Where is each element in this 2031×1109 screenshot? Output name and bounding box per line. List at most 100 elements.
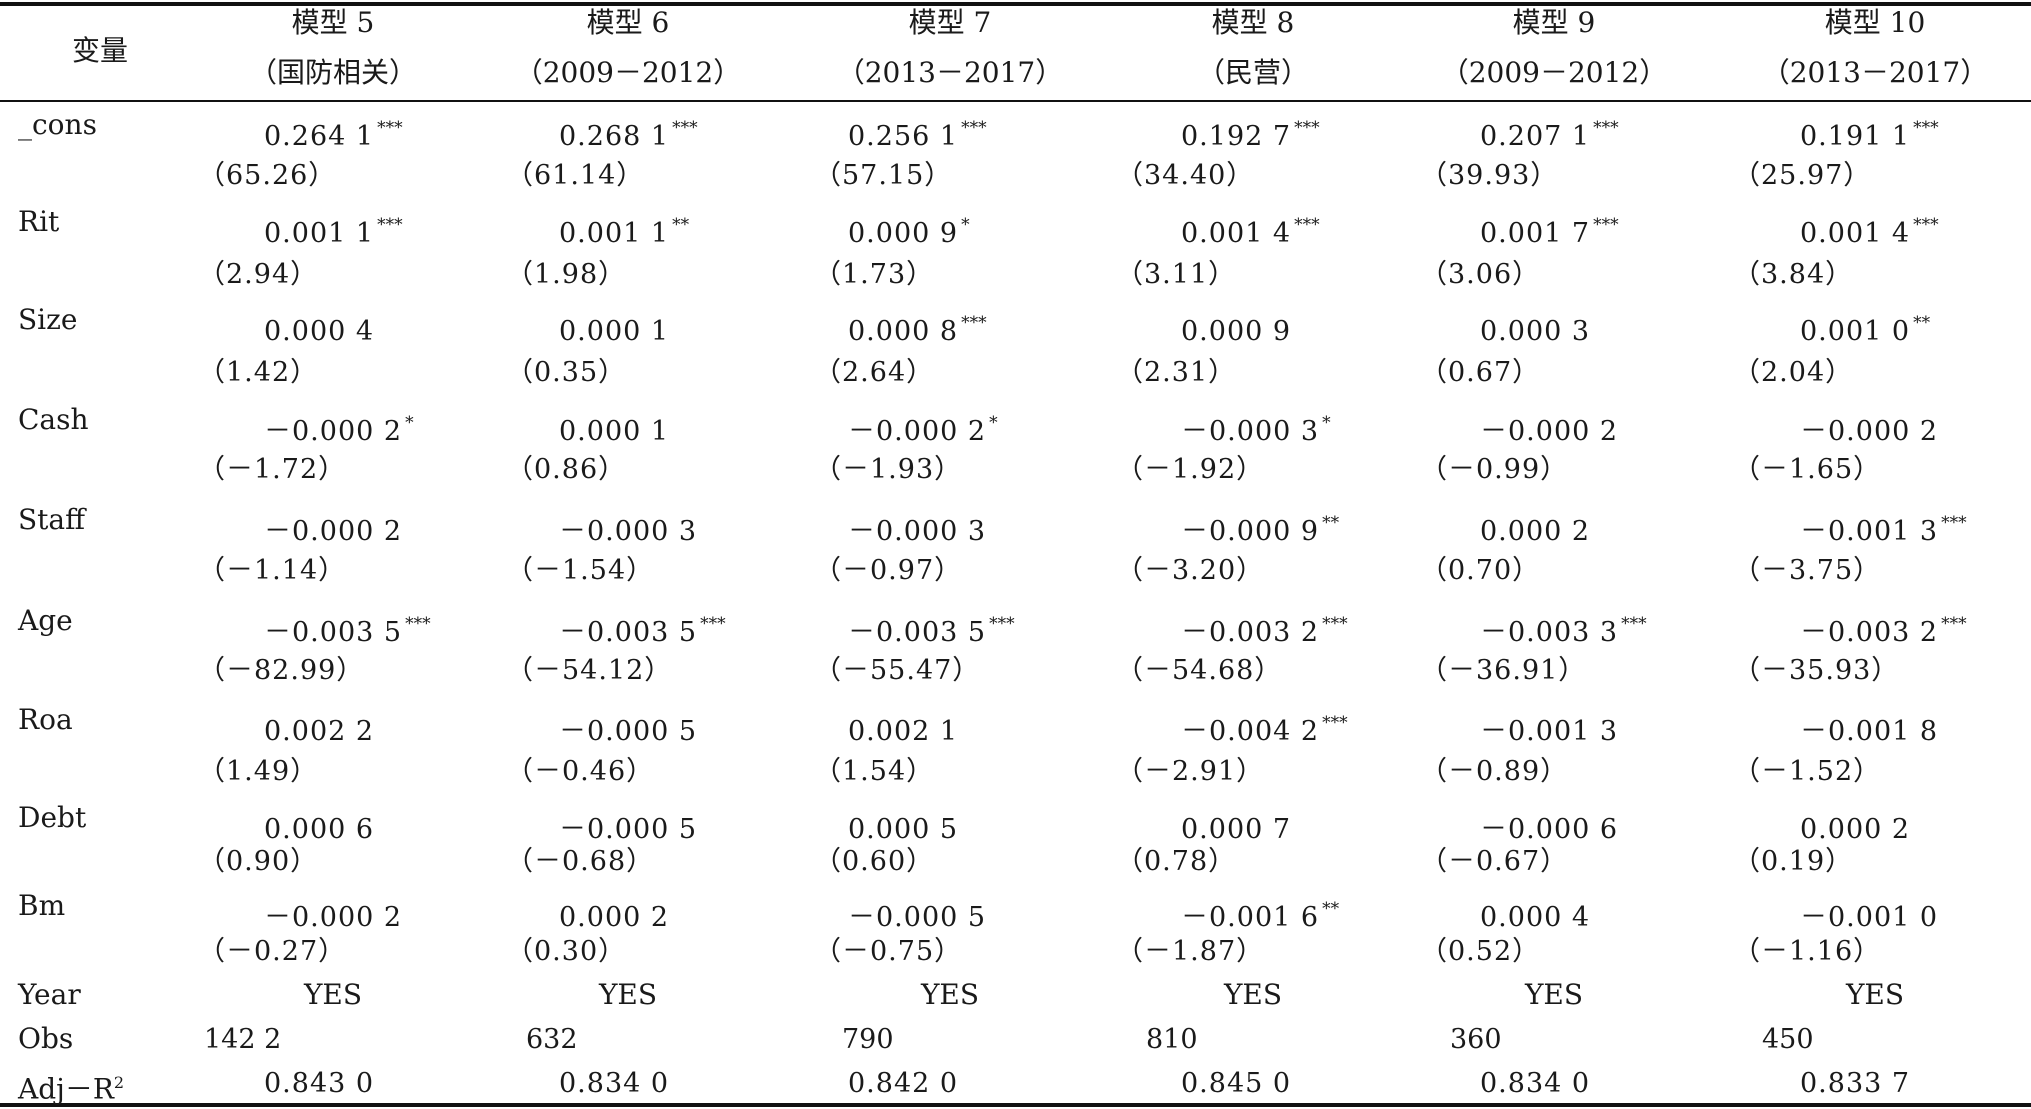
table-top-rule <box>0 2 2031 6</box>
significance-stars: * <box>961 215 970 235</box>
coefficient-value: －0.000 5 <box>559 814 698 845</box>
t-statistic-cell: （0.30） <box>506 936 627 967</box>
coefficient-cell: 0.000 6 <box>264 805 377 846</box>
coefficient-cell: －0.000 2 <box>264 507 405 548</box>
significance-stars: ** <box>672 215 690 235</box>
coefficient-value: －0.003 5 <box>559 617 698 648</box>
table-bottom-rule <box>0 1103 2031 1107</box>
coefficient-value: －0.000 3 <box>1181 416 1320 447</box>
column-subtitle: （2009－2012） <box>514 56 742 89</box>
row-variable-name: Bm <box>18 889 66 922</box>
t-statistic-cell: （－1.92） <box>1116 454 1265 485</box>
coefficient-value: 0.000 2 <box>1480 516 1591 547</box>
coefficient-value: －0.000 2 <box>264 902 403 933</box>
adjusted-r-squared-cell: 0.833 7 <box>1800 1068 1911 1099</box>
row-variable-name: Rit <box>18 205 60 238</box>
row-variable-name: Adj－R2 <box>18 1066 124 1106</box>
coefficient-cell: 0.256 1 *** <box>848 112 987 153</box>
coefficient-value: －0.000 2 <box>264 516 403 547</box>
coefficient-cell: －0.000 2 * <box>264 407 414 448</box>
coefficient-value: －0.000 3 <box>848 516 987 547</box>
coefficient-cell: －0.004 2 *** <box>1181 707 1348 748</box>
coefficient-cell: －0.003 2 *** <box>1800 608 1967 649</box>
variable-header: 变量 <box>71 34 129 67</box>
row-variable-name: _cons <box>18 108 97 141</box>
coefficient-value: 0.000 2 <box>1800 814 1911 845</box>
column-subtitle: （国防相关） <box>248 56 418 89</box>
t-statistic-cell: （－82.99） <box>198 655 365 686</box>
row-variable-name: Year <box>18 978 81 1011</box>
coefficient-value: 0.001 0 <box>1800 316 1911 347</box>
coefficient-cell: －0.000 9 ** <box>1181 507 1339 548</box>
coefficient-cell: －0.003 2 *** <box>1181 608 1348 649</box>
coefficient-cell: 0.192 7 *** <box>1181 112 1320 153</box>
t-statistic-cell: （－0.46） <box>506 756 655 787</box>
row-variable-name: Debt <box>18 801 87 834</box>
t-statistic-cell: （－1.65） <box>1733 454 1882 485</box>
coefficient-cell: －0.000 3 <box>559 507 700 548</box>
coefficient-cell: －0.000 2 * <box>848 407 998 448</box>
t-statistic-cell: （1.54） <box>814 756 935 787</box>
t-statistic-cell: （－35.93） <box>1733 655 1900 686</box>
coefficient-value: －0.001 3 <box>1480 716 1619 747</box>
t-statistic-cell: （0.52） <box>1420 936 1541 967</box>
coefficient-cell: －0.001 3 *** <box>1800 507 1967 548</box>
coefficient-cell: 0.000 4 <box>1480 893 1593 934</box>
coefficient-cell: 0.000 7 <box>1181 805 1294 846</box>
t-statistic-cell: （－2.91） <box>1116 756 1265 787</box>
row-variable-name: Staff <box>18 503 86 536</box>
t-statistic-cell: （－36.91） <box>1420 655 1587 686</box>
coefficient-cell: 0.001 0 ** <box>1800 307 1930 348</box>
t-statistic-cell: （－0.75） <box>814 936 963 967</box>
t-statistic-cell: （0.67） <box>1420 357 1541 388</box>
significance-stars: *** <box>1913 215 1939 235</box>
coefficient-value: －0.003 5 <box>848 617 987 648</box>
t-statistic-cell: （25.97） <box>1733 160 1872 191</box>
significance-stars: *** <box>672 118 698 138</box>
adj-r-superscript: 2 <box>113 1073 125 1092</box>
coefficient-value: 0.001 7 <box>1480 218 1591 249</box>
t-statistic-cell: （－1.14） <box>198 555 347 586</box>
observations-cell: 790 <box>842 1024 894 1055</box>
t-statistic-cell: （－1.72） <box>198 454 347 485</box>
significance-stars: *** <box>961 118 987 138</box>
column-subtitle: （民营） <box>1196 56 1310 89</box>
coefficient-cell: 0.001 1 ** <box>559 209 689 250</box>
observations-cell: 360 <box>1450 1024 1502 1055</box>
significance-stars: *** <box>1593 118 1619 138</box>
coefficient-cell: －0.000 2 <box>1480 407 1621 448</box>
year-fixed-effect-cell: YES <box>1524 978 1584 1011</box>
significance-stars: ** <box>1913 313 1931 333</box>
year-fixed-effect-cell: YES <box>920 978 980 1011</box>
significance-stars: * <box>405 413 414 433</box>
coefficient-value: 0.000 2 <box>559 902 670 933</box>
coefficient-value: －0.003 2 <box>1800 617 1939 648</box>
coefficient-cell: 0.191 1 *** <box>1800 112 1939 153</box>
coefficient-cell: 0.000 2 <box>559 893 672 934</box>
significance-stars: *** <box>377 215 403 235</box>
coefficient-value: －0.001 8 <box>1800 716 1939 747</box>
coefficient-cell: 0.000 9 * <box>848 209 970 250</box>
t-statistic-cell: （1.49） <box>198 756 319 787</box>
column-title: 模型 5 <box>291 6 375 39</box>
significance-stars: *** <box>1941 513 1967 533</box>
t-statistic-cell: （34.40） <box>1116 160 1255 191</box>
coefficient-cell: －0.000 6 <box>1480 805 1621 846</box>
coefficient-cell: －0.003 5 *** <box>559 608 726 649</box>
t-statistic-cell: （3.11） <box>1116 259 1237 290</box>
significance-stars: *** <box>1294 118 1320 138</box>
column-subtitle: （2009－2012） <box>1440 56 1668 89</box>
t-statistic-cell: （－0.27） <box>198 936 347 967</box>
t-statistic-cell: （－0.68） <box>506 846 655 877</box>
coefficient-value: －0.000 5 <box>559 716 698 747</box>
coefficient-value: －0.000 5 <box>848 902 987 933</box>
t-statistic-cell: （－54.68） <box>1116 655 1283 686</box>
coefficient-value: 0.000 1 <box>559 316 670 347</box>
coefficient-value: －0.003 3 <box>1480 617 1619 648</box>
coefficient-cell: －0.003 3 *** <box>1480 608 1647 649</box>
t-statistic-cell: （0.35） <box>506 357 627 388</box>
coefficient-value: －0.000 2 <box>848 416 987 447</box>
t-statistic-cell: （－0.97） <box>814 555 963 586</box>
adjusted-r-squared-cell: 0.834 0 <box>1480 1068 1591 1099</box>
